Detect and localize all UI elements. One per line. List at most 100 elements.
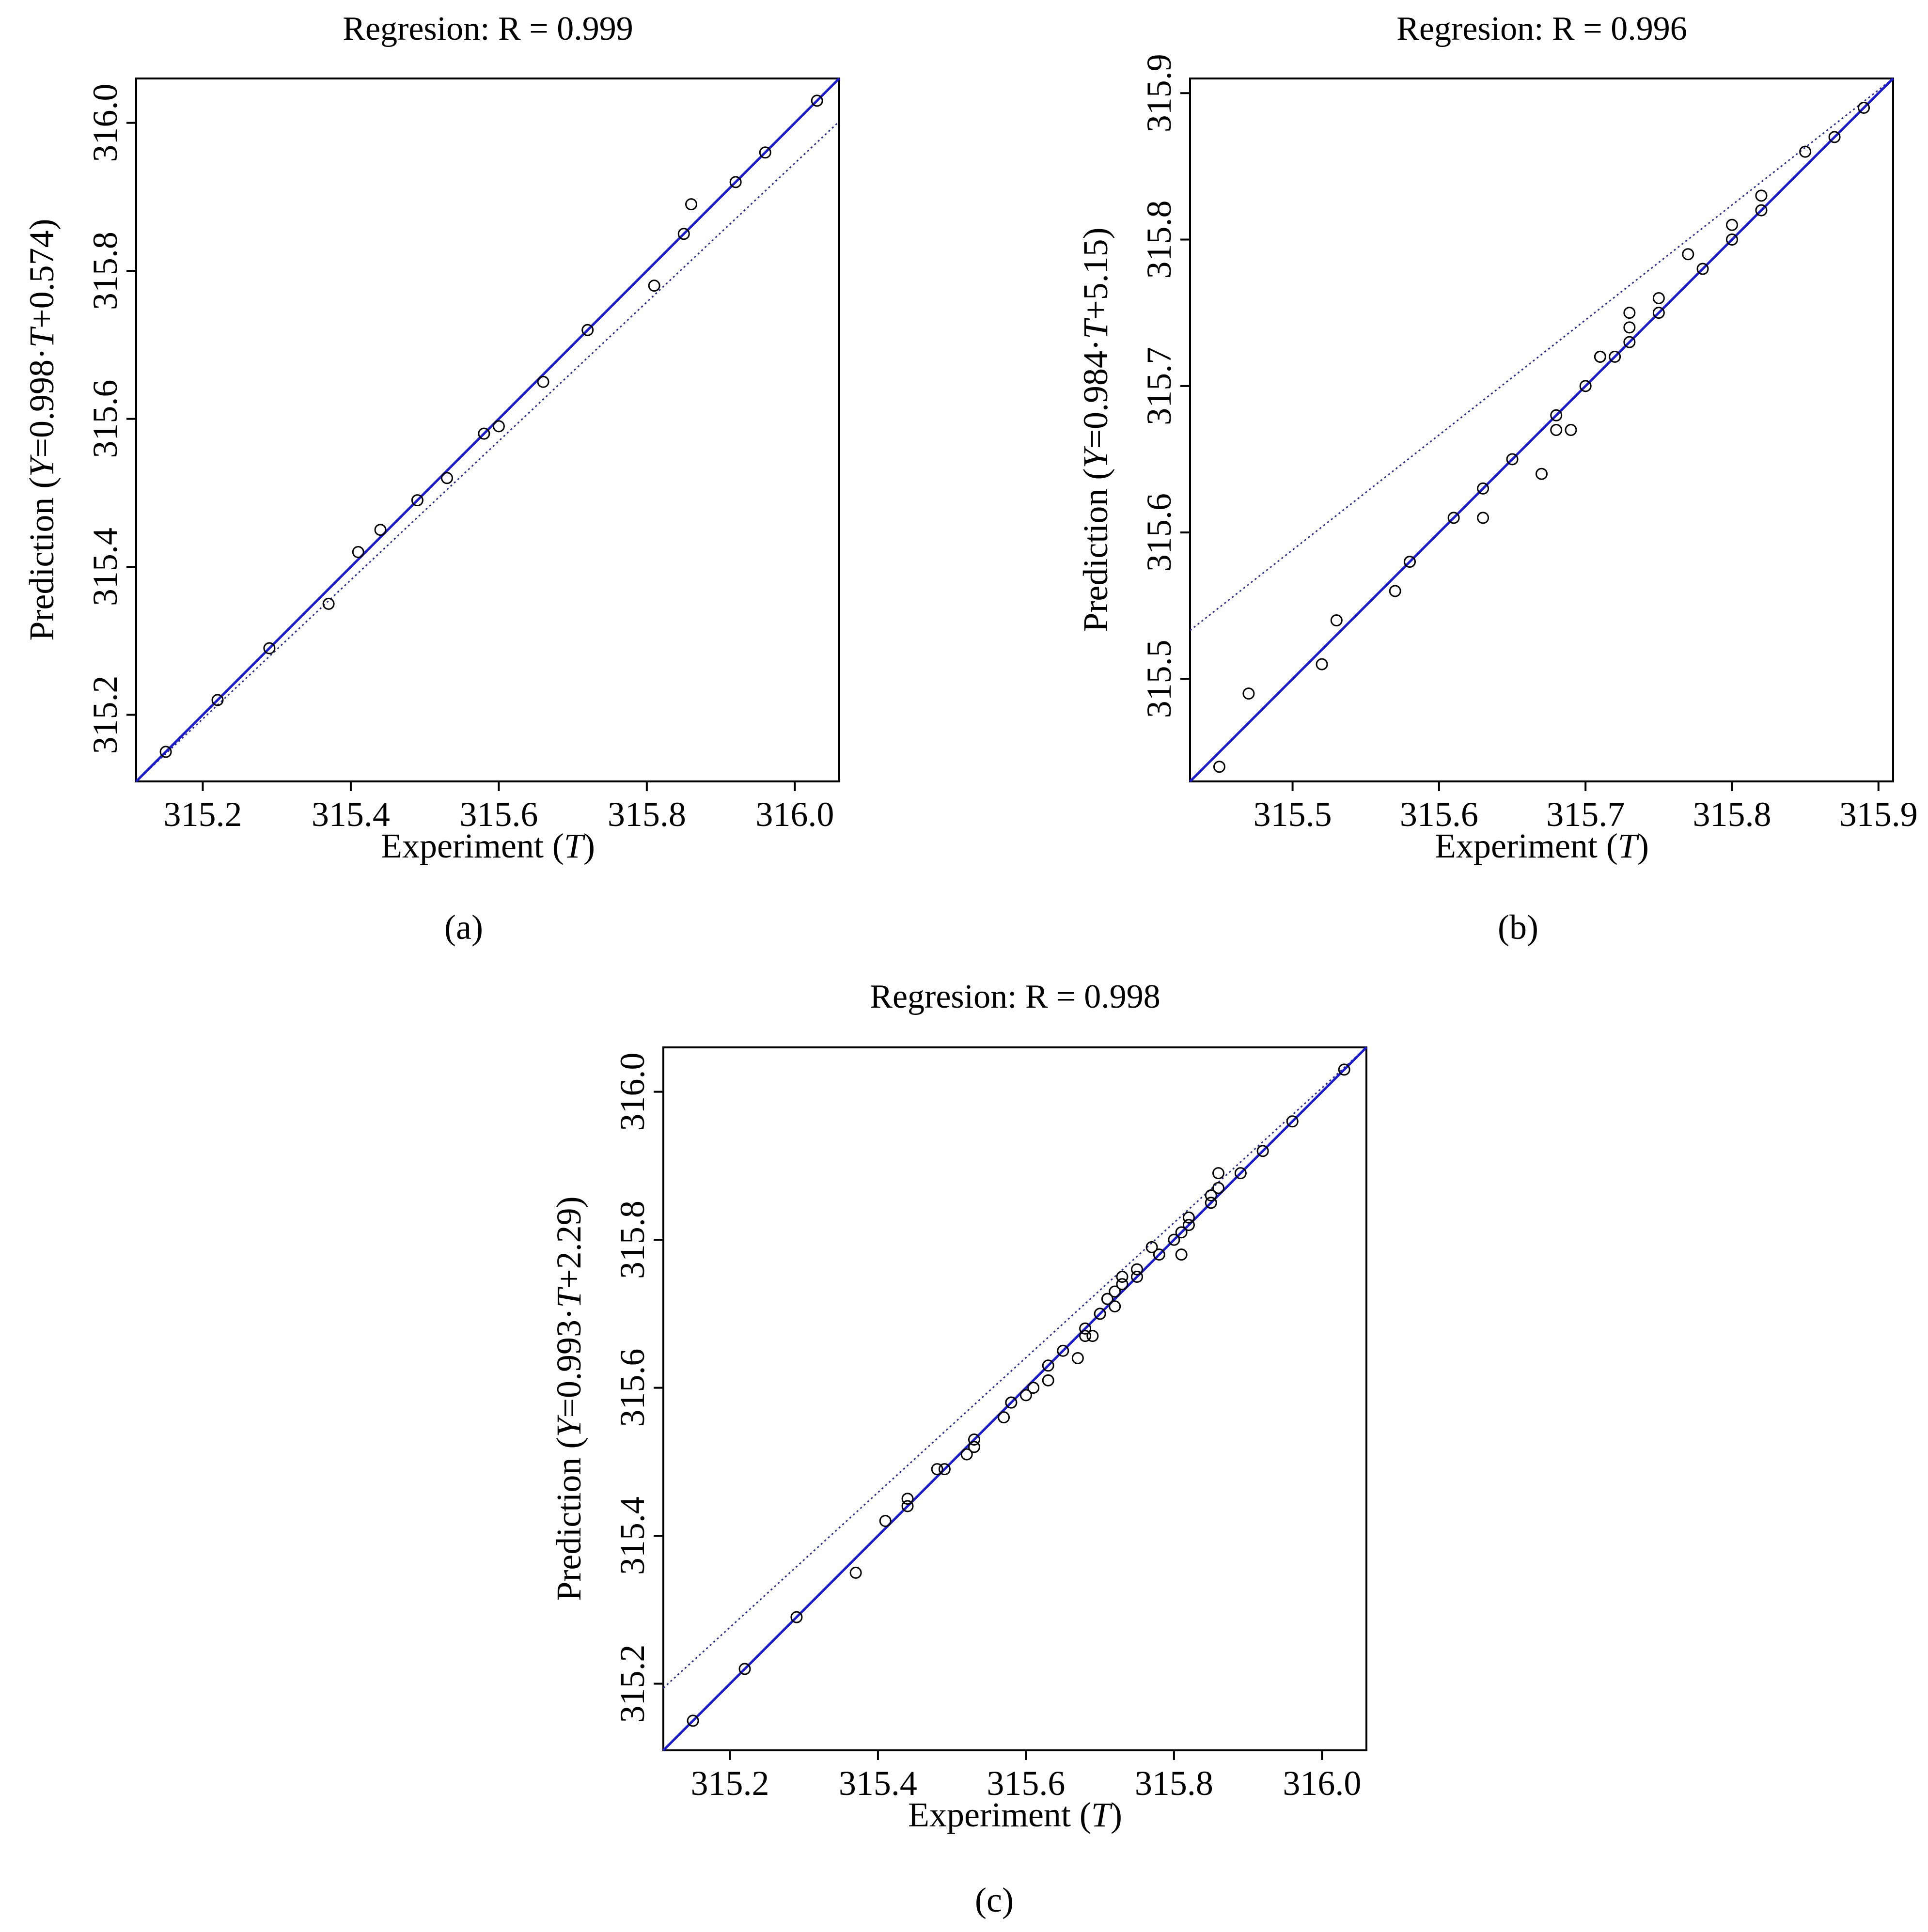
panel-a-title: Regresion: R = 0.999 xyxy=(343,10,633,47)
panel-b-data-point xyxy=(1652,307,1665,319)
panel-c-data-point xyxy=(1234,1167,1247,1180)
panel-b-label: (b) xyxy=(1498,908,1538,947)
panel-b-data-point xyxy=(1682,248,1694,261)
panel-a-data-point xyxy=(685,198,698,211)
panel-c-data-point xyxy=(1205,1189,1217,1201)
panel-c-data-point xyxy=(1131,1263,1144,1276)
panel-c-data-point xyxy=(687,1714,699,1727)
panel-b-data-point xyxy=(1477,512,1489,524)
panel-c-data-point xyxy=(1057,1344,1069,1357)
panel-b-y-tick-label: 315.9 xyxy=(1140,54,1178,132)
panel-a-y-tick-label: 315.8 xyxy=(86,232,125,310)
panel-a-x-tick-label: 316.0 xyxy=(755,795,834,834)
panel-b-data-point xyxy=(1755,189,1768,202)
panel-b-fit-layer xyxy=(1190,78,1894,631)
panel-a-y-axis-label: Prediction (Y=0.998·T+0.574) xyxy=(22,218,61,640)
panel-b-data-point xyxy=(1579,380,1592,392)
panel-b-x-tick-label: 315.5 xyxy=(1254,795,1332,834)
panel-c-data-point xyxy=(1131,1270,1144,1283)
panel-c-data-point xyxy=(1256,1145,1269,1157)
panel-c-data-point xyxy=(1019,1389,1032,1402)
panel-b-data-point xyxy=(1725,218,1738,231)
panel-a-data-point xyxy=(374,524,387,536)
panel-b-data-point xyxy=(1594,350,1606,363)
panel-c-x-axis-label: Experiment (T) xyxy=(908,1795,1122,1834)
panel-b-reference-layer xyxy=(1189,78,1894,782)
panel-b-data-point xyxy=(1477,482,1489,495)
panel-c-y-tick-label: 316.0 xyxy=(613,1053,652,1131)
panel-b-y-axis-label: Prediction (Y=0.984·T+5.15) xyxy=(1076,227,1115,632)
panel-a-x-tick-label: 315.2 xyxy=(163,795,242,834)
panel-c-data-point xyxy=(901,1493,914,1505)
panel-a-x-tick-label: 315.8 xyxy=(608,795,686,834)
panel-a-y-tick-label: 315.2 xyxy=(86,676,125,754)
panel-c-data-point xyxy=(1145,1241,1158,1253)
panel-c-y-tick-label: 315.4 xyxy=(613,1496,652,1575)
panel-c-data-point xyxy=(1182,1219,1195,1231)
panel-c-data-point xyxy=(1182,1211,1195,1224)
panel-c-data-point xyxy=(1094,1308,1106,1320)
panel-c-data-point xyxy=(1286,1115,1299,1128)
panel-c-y-tick-label: 315.8 xyxy=(613,1200,652,1279)
panel-c-fit-layer xyxy=(662,1046,1367,1689)
panel-c-data-point xyxy=(1042,1374,1054,1387)
panel-c-plot-frame xyxy=(662,1046,1367,1751)
panel-c-data-point xyxy=(1175,1248,1188,1261)
panel-b-fit-line xyxy=(1190,78,1894,631)
panel-c-data-point xyxy=(1079,1322,1092,1335)
panel-a-y-tick-label: 315.6 xyxy=(86,380,125,458)
panel-b-data-point xyxy=(1609,350,1621,363)
panel-b-data-point xyxy=(1389,585,1401,597)
panel-a-data-point xyxy=(263,642,276,654)
panel-c-data-point xyxy=(901,1500,914,1512)
panel-c-data-point xyxy=(1109,1300,1121,1313)
panel-c-data-point xyxy=(1168,1233,1180,1246)
panel-b-y-tick-label: 315.6 xyxy=(1140,493,1178,572)
panel-b-data-point xyxy=(1755,204,1768,217)
panel-c-y-tick-label: 315.2 xyxy=(613,1645,652,1723)
panel-c-data-point xyxy=(1205,1197,1217,1209)
panel-a-fit-layer xyxy=(135,121,840,782)
panel-c-data-point xyxy=(1109,1285,1121,1298)
panel-a-ticks: 315.2 315.4 315.6 315.8 316.0 315.2 315.4 315.6… xyxy=(86,84,834,834)
panel-c-x-tick-label: 316.0 xyxy=(1283,1764,1361,1803)
panel-b-data-point xyxy=(1213,761,1225,773)
panel-b-x-tick-label: 315.6 xyxy=(1400,795,1478,834)
panel-a-data-point xyxy=(492,420,505,433)
panel-c-data-point xyxy=(849,1566,862,1579)
panel-b-data-point xyxy=(1242,687,1255,700)
panel-c-y-tick-label: 315.6 xyxy=(613,1349,652,1427)
panel-b-data-point xyxy=(1652,292,1665,304)
panel-c-data-point xyxy=(968,1441,980,1453)
panel-c-data-point xyxy=(738,1663,751,1675)
panel-b-data-point xyxy=(1725,234,1738,246)
panel-c-data-point xyxy=(1116,1278,1129,1291)
panel-b-data-point xyxy=(1799,145,1812,158)
panel-a-data-point xyxy=(677,228,690,240)
panel-b-data-point xyxy=(1696,263,1709,275)
panel-b-y-tick-label: 315.5 xyxy=(1140,639,1178,718)
panel-b-data-point xyxy=(1316,658,1328,670)
panel-a-data-point xyxy=(729,176,742,188)
panel-c-x-tick-label: 315.8 xyxy=(1135,1764,1213,1803)
panel-a-data-point xyxy=(478,427,490,440)
panel-a-label: (a) xyxy=(444,908,483,947)
panel-c-data-point xyxy=(1338,1063,1350,1076)
panel-c-data-point xyxy=(1212,1182,1225,1194)
panel-c-data-point xyxy=(1042,1359,1054,1372)
panel-a-data-point xyxy=(537,375,549,388)
panel-c-x-tick-label: 315.4 xyxy=(839,1764,917,1803)
panel-a-y-tick-label: 316.0 xyxy=(86,84,125,162)
panel-a-data-point xyxy=(759,146,771,159)
panel-b-data-point xyxy=(1858,101,1870,114)
panel-b-ticks: 315.5 315.6 315.7 315.8 315.9 315.5 315.6 315.7… xyxy=(1140,54,1918,834)
panel-a-data-point xyxy=(322,597,335,610)
panel-c-data-point xyxy=(1175,1226,1188,1239)
panel-b-reference-line xyxy=(1189,78,1894,782)
panel-b-data-point xyxy=(1623,307,1636,319)
panel-c-data-point xyxy=(790,1611,803,1623)
panel-b-y-tick-label: 315.8 xyxy=(1140,201,1178,279)
panel-c-fit-line xyxy=(662,1046,1367,1689)
panel-b-x-tick-label: 315.8 xyxy=(1693,795,1771,834)
